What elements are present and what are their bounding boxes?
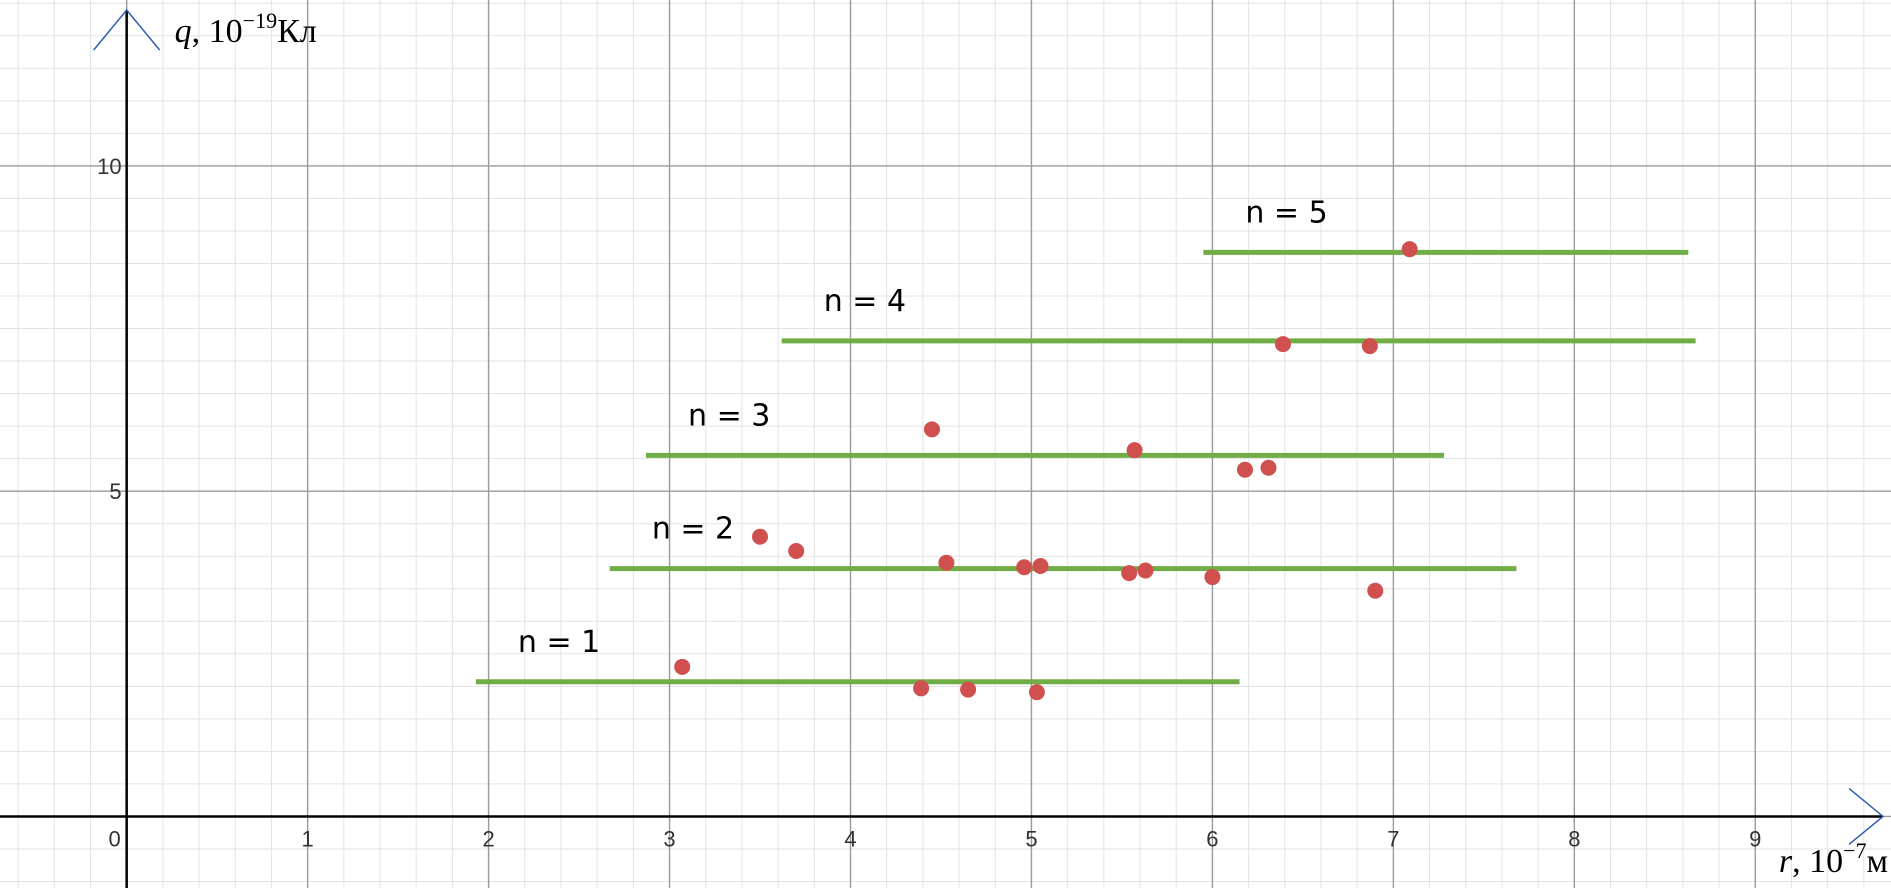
- y-axis-label: q, 10−19Кл: [175, 8, 317, 50]
- data-point: [1367, 582, 1384, 599]
- x-tick-label: 5: [1025, 826, 1037, 851]
- axes: [0, 8, 1885, 888]
- level-label: n = 1: [518, 625, 600, 660]
- data-points: [674, 241, 1418, 701]
- x-tick-label: 3: [663, 826, 675, 851]
- x-tick-label: 8: [1568, 826, 1580, 851]
- data-point: [923, 421, 940, 438]
- data-point: [960, 681, 977, 698]
- x-tick-label: 0: [109, 826, 121, 851]
- data-point: [674, 658, 691, 675]
- y-axis-arrow: [93, 8, 161, 51]
- data-point: [1121, 565, 1138, 582]
- x-tick-label: 2: [482, 826, 494, 851]
- x-tick-label: 9: [1749, 826, 1761, 851]
- data-point: [1274, 336, 1291, 353]
- data-point: [1260, 459, 1277, 476]
- data-point: [938, 554, 955, 571]
- data-point: [1361, 338, 1378, 355]
- data-point: [752, 528, 769, 545]
- level-label: n = 3: [688, 398, 770, 433]
- x-tick-label: 1: [302, 826, 314, 851]
- level-lines: n = 1 n = 2 n = 3 n = 4 n = 5: [475, 195, 1696, 685]
- x-tick-label: 4: [844, 826, 856, 851]
- level-label: n = 2: [652, 512, 734, 547]
- x-tick-label: 6: [1206, 826, 1218, 851]
- data-point: [1401, 241, 1418, 258]
- data-point: [1137, 562, 1154, 579]
- tick-labels: 0 1 2 3 4 5 6 7 8 9 5 10: [97, 154, 1761, 852]
- data-point: [1236, 461, 1253, 478]
- y-tick-label: 10: [97, 154, 121, 179]
- data-point: [1204, 569, 1221, 586]
- y-tick-label: 5: [109, 479, 121, 504]
- data-point: [1032, 557, 1049, 574]
- axis-labels: q, 10−19Кл r, 10−7м: [175, 8, 1888, 880]
- x-tick-label: 7: [1387, 826, 1399, 851]
- x-axis-label: r, 10−7м: [1779, 838, 1888, 880]
- level-label: n = 4: [824, 284, 906, 319]
- data-point: [913, 680, 930, 697]
- data-point: [1126, 442, 1143, 459]
- data-point: [788, 543, 805, 560]
- x-axis-arrow: [1848, 787, 1885, 846]
- data-point: [1028, 684, 1045, 701]
- data-point: [1016, 559, 1033, 576]
- level-label: n = 5: [1245, 195, 1327, 230]
